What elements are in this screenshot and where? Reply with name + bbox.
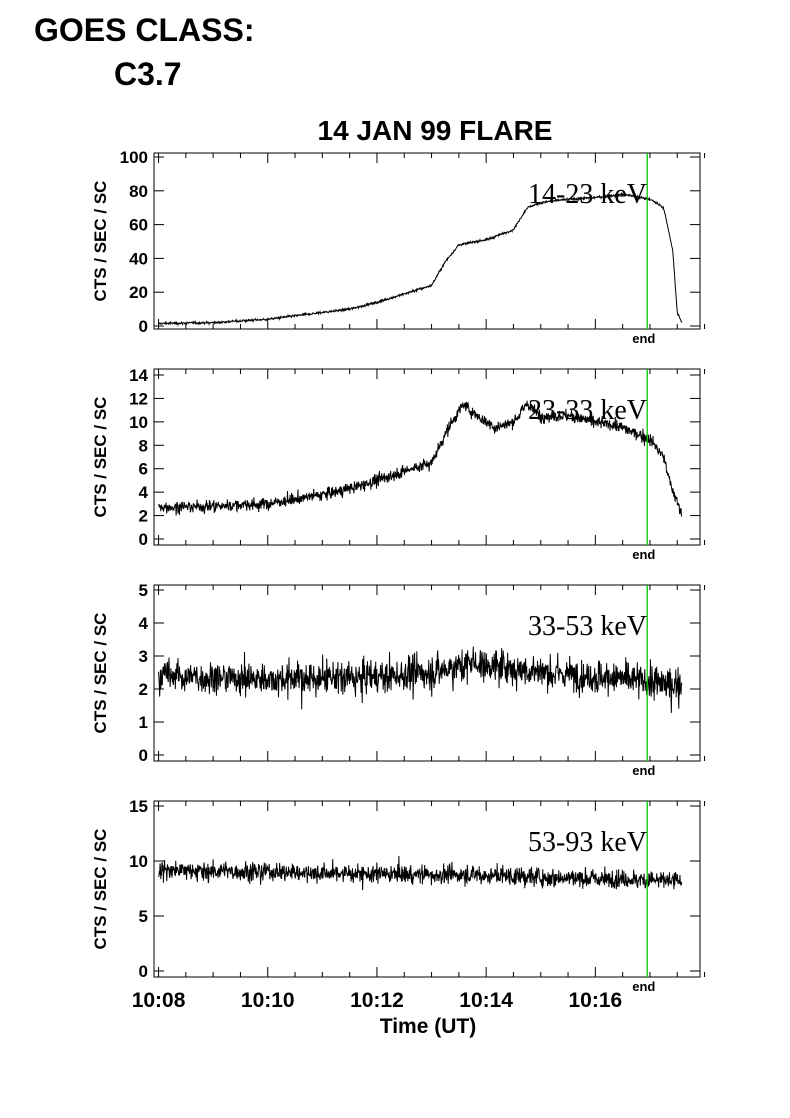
end-marker-label: end: [632, 979, 655, 994]
y-tick-label: 4: [139, 614, 149, 633]
panel-4: 0 5 10 15 CTS / SEC / SC 53-93 keV end: [91, 797, 706, 994]
panel-frame: [153, 368, 701, 546]
chart-title: 14 JAN 99 FLARE: [318, 115, 553, 146]
x-tick-label: 10:12: [350, 989, 404, 1012]
y-tick-label: 5: [139, 907, 148, 926]
y-tick-label: 6: [139, 460, 148, 479]
x-tick-label: 10:08: [132, 989, 186, 1012]
energy-band-label: 53-93 keV: [528, 827, 647, 858]
y-tick-label: 0: [139, 530, 148, 549]
end-marker-label: end: [632, 547, 655, 562]
panel-3: 0 1 2 3 4 5 CTS / SEC / SC 33-53 keV end: [91, 581, 706, 778]
y-tick-label: 5: [139, 581, 148, 600]
series-line: [158, 646, 683, 713]
end-marker-label: end: [632, 763, 655, 778]
y-tick-label: 2: [139, 680, 148, 699]
x-tick-label: 10:10: [241, 989, 295, 1012]
y-axis-label: CTS / SEC / SC: [91, 181, 110, 302]
x-tick-label: 10:16: [568, 989, 622, 1012]
y-axis-label: CTS / SEC / SC: [91, 613, 110, 734]
energy-band-label: 33-53 keV: [528, 611, 647, 642]
panel-frame: [153, 584, 701, 762]
y-tick-label: 60: [129, 216, 148, 235]
goes-class-value: C3.7: [114, 56, 182, 92]
y-tick-label: 2: [139, 507, 148, 526]
series-line: [158, 191, 683, 327]
y-tick-label: 10: [129, 852, 148, 871]
panel-2: 0 2 4 6 8 10 12 14 CTS / SEC / SC 23-33 keV end: [91, 366, 706, 562]
y-tick-label: 0: [139, 962, 148, 981]
x-tick-label: 10:14: [459, 989, 513, 1012]
y-tick-label: 100: [120, 148, 148, 167]
y-axis-label: CTS / SEC / SC: [91, 397, 110, 518]
panel-1: 0 20 40 60 80 100 CTS / SEC / SC 14-23 keV end: [91, 148, 706, 346]
end-marker-label: end: [632, 331, 655, 346]
y-axis-label: CTS / SEC / SC: [91, 829, 110, 950]
y-tick-label: 80: [129, 182, 148, 201]
y-tick-label: 0: [139, 746, 148, 765]
y-tick-label: 8: [139, 436, 148, 455]
series-line: [158, 855, 683, 891]
goes-class-label: GOES CLASS:: [34, 12, 255, 48]
x-axis-label: Time (UT): [380, 1015, 476, 1038]
series-line: [158, 400, 683, 517]
y-tick-label: 14: [129, 366, 148, 385]
y-tick-label: 3: [139, 647, 148, 666]
y-tick-label: 10: [129, 413, 148, 432]
y-tick-label: 15: [129, 797, 148, 816]
y-tick-label: 4: [139, 483, 149, 502]
panel-frame: [153, 152, 701, 330]
panel-frame: [153, 800, 701, 978]
y-tick-label: 0: [139, 317, 148, 336]
y-tick-label: 40: [129, 249, 148, 268]
energy-band-label: 23-33 keV: [528, 395, 647, 426]
y-tick-label: 1: [139, 713, 148, 732]
y-tick-label: 12: [129, 389, 148, 408]
x-axis: 10:08 10:10 10:12 10:14 10:16: [132, 989, 623, 1012]
energy-band-label: 14-23 keV: [528, 179, 647, 210]
y-tick-label: 20: [129, 283, 148, 302]
